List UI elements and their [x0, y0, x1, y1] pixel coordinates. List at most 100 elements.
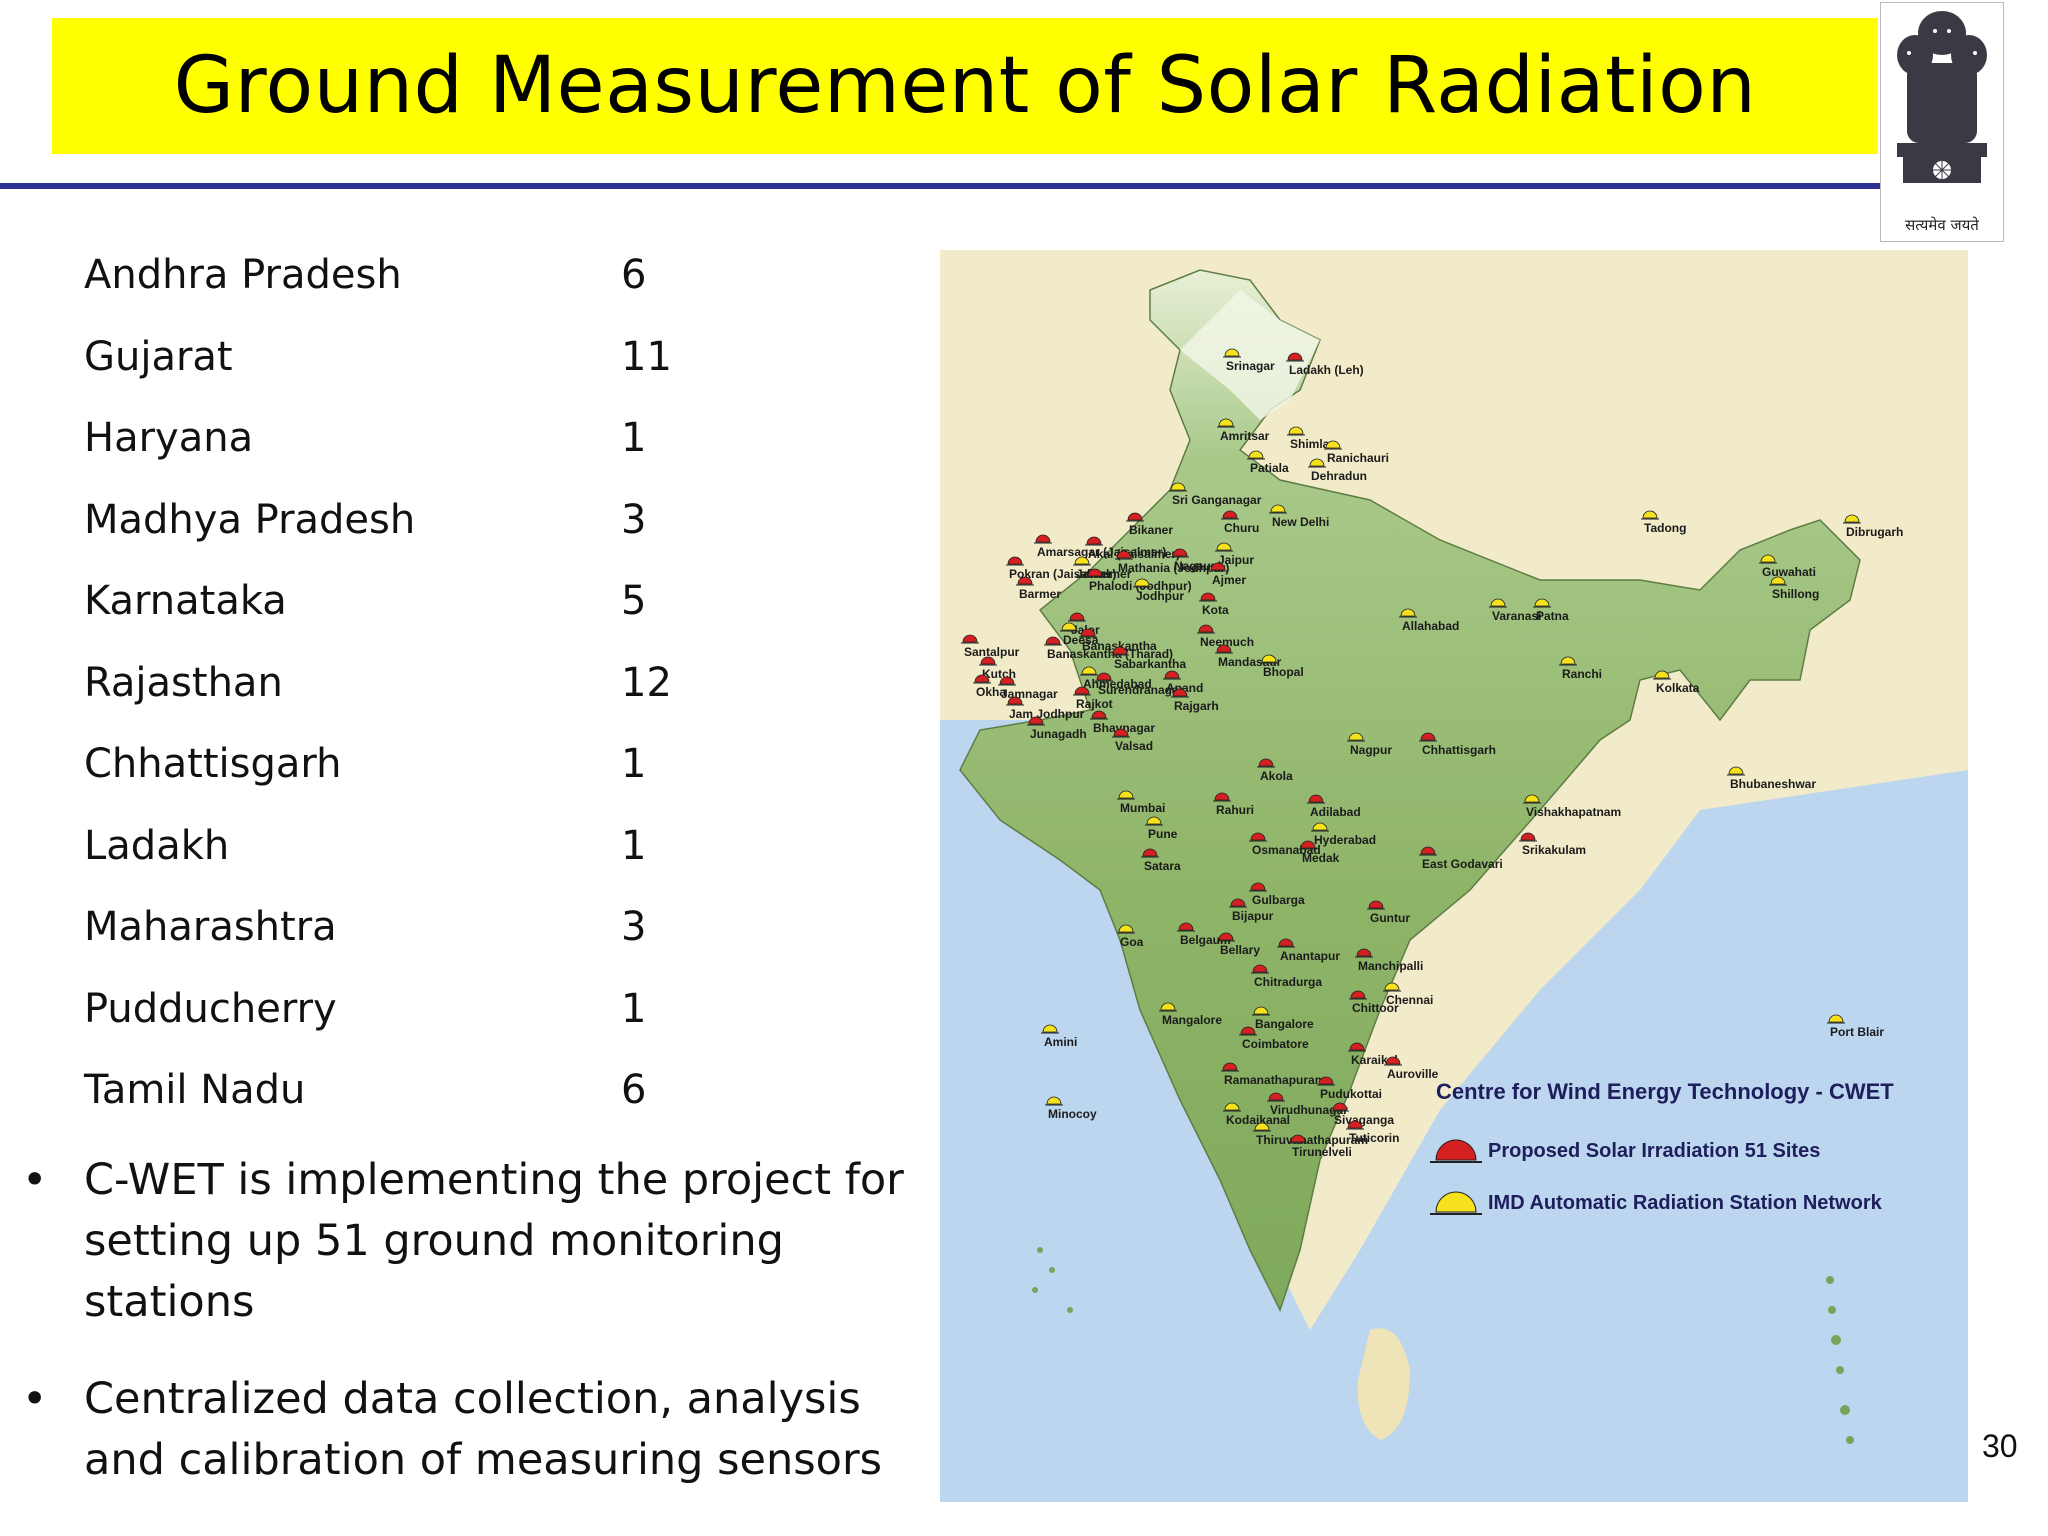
site-label: Chennai [1386, 993, 1433, 1007]
state-name: Tamil Nadu [84, 1067, 306, 1113]
site-label: Srikakulam [1522, 843, 1586, 857]
site-marker: Coimbatore [1239, 1026, 1309, 1051]
stat-row: Gujarat 11 [84, 322, 724, 404]
site-label: Guntur [1370, 911, 1410, 925]
site-label: New Delhi [1272, 515, 1329, 529]
proposed-sun-icon [1308, 794, 1324, 803]
site-marker: Rajgarh [1171, 688, 1219, 713]
legend-proposed-label: Proposed Solar Irradiation 51 Sites [1488, 1140, 1820, 1162]
proposed-sun-icon [1164, 670, 1180, 679]
site-label: Bhavnagar [1093, 721, 1155, 735]
site-label: Valsad [1115, 739, 1153, 753]
imd-sun-icon [1224, 1102, 1240, 1111]
imd-sun-icon [1254, 1122, 1270, 1131]
site-marker: Sri Ganganagar [1169, 482, 1262, 507]
proposed-sun-icon [1420, 846, 1436, 855]
site-marker: Manchipalli [1355, 948, 1423, 973]
imd-sun-icon [1061, 622, 1077, 631]
bullet-list: • C-WET is implementing the project for s… [22, 1150, 922, 1527]
site-label: Anantapur [1280, 949, 1340, 963]
stat-row: Haryana 1 [84, 403, 724, 485]
proposed-sun-icon [1017, 576, 1033, 585]
imd-sun-icon [1384, 982, 1400, 991]
proposed-sun-icon [1347, 1120, 1363, 1129]
site-marker: Nagaur [1171, 548, 1216, 573]
imd-sun-icon [1560, 656, 1576, 665]
site-marker: Bhopal [1260, 654, 1304, 679]
imd-sun-icon [1288, 426, 1304, 435]
imd-sun-icon [1146, 816, 1162, 825]
bullet-item: • Centralized data collection, analysis a… [22, 1369, 922, 1491]
site-label: Bikaner [1129, 523, 1173, 537]
site-marker: Allahabad [1399, 608, 1459, 633]
andaman-islands [1826, 1276, 1854, 1444]
proposed-sun-icon [1287, 352, 1303, 361]
site-label: Tuticorin [1349, 1131, 1399, 1145]
proposed-sun-icon [1350, 990, 1366, 999]
proposed-sun-icon [1028, 716, 1044, 725]
imd-sun-icon [1348, 732, 1364, 741]
site-count: 6 [621, 1067, 647, 1113]
proposed-sun-icon [1080, 628, 1096, 637]
site-marker: Amini [1041, 1024, 1077, 1049]
site-marker: Tadong [1641, 510, 1686, 535]
site-marker: Patna [1533, 598, 1569, 623]
site-marker: Tirunelveli [1289, 1134, 1352, 1159]
proposed-sun-icon [1116, 550, 1132, 559]
site-label: Virudhunagar [1270, 1103, 1348, 1117]
imd-sun-icon [1170, 482, 1186, 491]
proposed-sun-icon [1368, 900, 1384, 909]
site-count: 6 [621, 252, 647, 298]
state-name: Pudducherry [84, 985, 337, 1032]
sea-area [940, 720, 1968, 1502]
site-marker: Srinagar [1223, 348, 1275, 373]
state-name: Gujarat [84, 333, 233, 380]
imd-sun-icon [1309, 458, 1325, 467]
site-marker: Jam Jodhpur [1006, 696, 1085, 721]
state-name: Madhya Pradesh [84, 496, 416, 543]
site-count: 12 [621, 659, 672, 706]
proposed-sun-icon [1086, 536, 1102, 545]
site-label: Manchipalli [1358, 959, 1423, 973]
imd-sun-icon [1534, 598, 1550, 607]
site-marker: Auroville [1384, 1056, 1439, 1081]
site-marker: Pune [1145, 816, 1178, 841]
stat-row: Tamil Nadu 6 [84, 1055, 724, 1137]
imd-sun-icon [1074, 556, 1090, 565]
site-label: Akola [1260, 769, 1293, 783]
site-label: Rajkot [1076, 697, 1113, 711]
imd-sun-icon [1134, 578, 1150, 587]
site-label: Nagaur [1174, 559, 1216, 573]
state-name: Maharashtra [84, 904, 337, 950]
proposed-sun-icon [1007, 556, 1023, 565]
proposed-sun-icon [1356, 948, 1372, 957]
stat-row: Chhattisgarh 1 [84, 729, 724, 811]
site-label: Bellary [1220, 943, 1260, 957]
proposed-sun-icon [1096, 672, 1112, 681]
imd-sun-icon [1248, 450, 1264, 459]
imd-sun-icon [1218, 418, 1234, 427]
imd-sun-icon [1261, 654, 1277, 663]
imd-sun-icon [1400, 608, 1416, 617]
site-marker: Thiruvanathapuram [1253, 1122, 1368, 1147]
proposed-sun-icon [1045, 636, 1061, 645]
site-marker: East Godavari [1419, 846, 1503, 871]
site-marker: Bhubaneshwar [1727, 766, 1816, 791]
site-count: 1 [621, 822, 647, 869]
site-label: Satara [1144, 859, 1181, 873]
imd-sun-icon [1253, 1006, 1269, 1015]
site-label: Thiruvanathapuram [1256, 1133, 1368, 1147]
site-label: Sri Ganganagar [1172, 493, 1262, 507]
proposed-sun-icon [1332, 1102, 1348, 1111]
site-marker: Satara [1141, 848, 1181, 873]
site-label: Jam Jodhpur [1009, 707, 1085, 721]
imd-sun-icon [1042, 1024, 1058, 1033]
site-label: Banaskantha [1082, 639, 1157, 653]
proposed-sun-icon [1300, 840, 1316, 849]
site-marker: Valsad [1112, 728, 1153, 753]
proposed-sun-icon [1218, 932, 1234, 941]
site-marker: Pudukottai [1317, 1076, 1382, 1101]
proposed-sun-icon [1127, 512, 1143, 521]
stat-row: Madhya Pradesh 3 [84, 485, 724, 567]
state-name: Ladakh [84, 822, 230, 869]
